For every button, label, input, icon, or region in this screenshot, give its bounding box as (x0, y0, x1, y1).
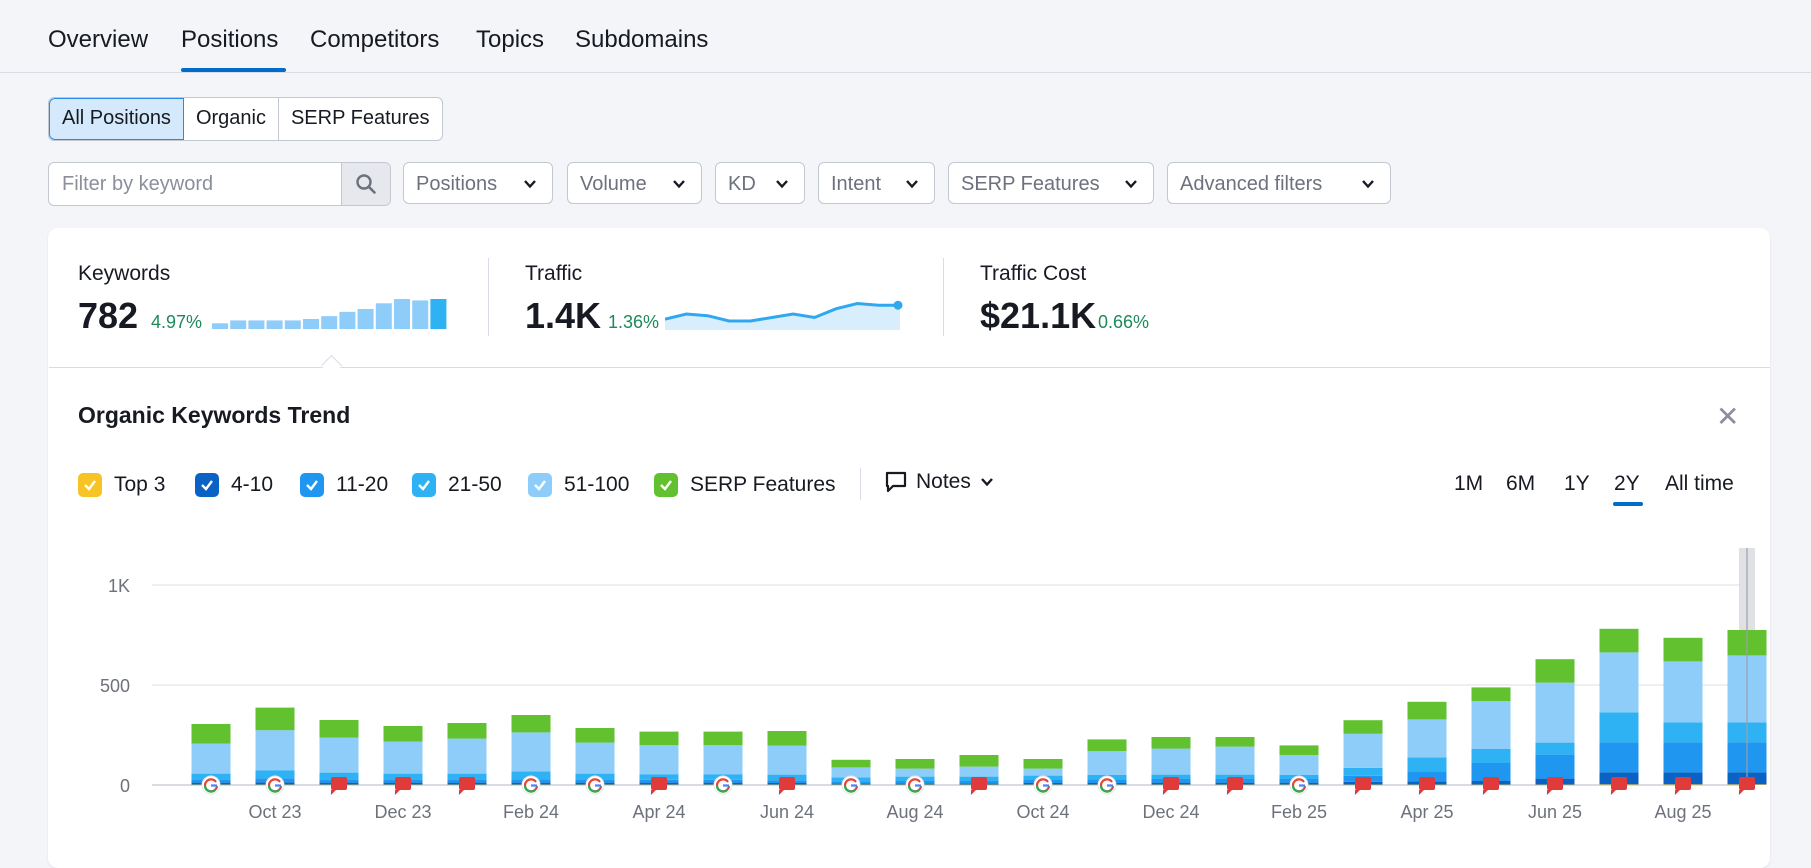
sparkline-bar (321, 316, 337, 329)
traffic-cost-metric-label: Traffic Cost (980, 262, 1086, 286)
sparkline-bar (430, 299, 446, 329)
sparkline-bar (267, 320, 283, 329)
traffic-metric-delta: 1.36% (608, 312, 659, 333)
keyword-filter-input[interactable] (49, 163, 334, 205)
chevron-down-icon (774, 176, 790, 192)
legend-serp-features[interactable]: SERP Features (654, 470, 836, 500)
kd-dropdown-label: KD (728, 173, 756, 195)
sparkline-endpoint (894, 301, 903, 310)
sparkline-bar (285, 320, 301, 329)
checkbox-checked-icon (195, 473, 219, 497)
keywords-metric-delta: 4.97% (151, 312, 202, 333)
card-divider (49, 367, 1770, 368)
search-button[interactable] (341, 163, 390, 205)
range-2y[interactable]: 2Y (1614, 472, 1640, 496)
checkbox-checked-icon (78, 473, 102, 497)
intent-dropdown-label: Intent (831, 173, 881, 195)
positions-dropdown-label: Positions (416, 173, 497, 195)
legend-label: Top 3 (114, 473, 165, 497)
keywords-metric-label: Keywords (78, 262, 170, 286)
legend-51-100[interactable]: 51-100 (528, 470, 629, 500)
keywords-sparkline (212, 296, 452, 330)
advanced-filters-dropdown[interactable]: Advanced filters (1167, 162, 1391, 204)
tab-competitors[interactable]: Competitors (310, 26, 439, 54)
segment-all-positions[interactable]: All Positions (49, 98, 184, 140)
legend-21-50[interactable]: 21-50 (412, 470, 502, 500)
legend-divider (860, 468, 861, 500)
volume-dropdown[interactable]: Volume (567, 162, 702, 204)
sparkline-bar (376, 303, 392, 329)
tab-bar: Overview Positions Competitors Topics Su… (0, 0, 1811, 73)
legend-label: 11-20 (336, 473, 388, 497)
traffic-metric-label: Traffic (525, 262, 582, 286)
segment-serp-features[interactable]: SERP Features (279, 98, 442, 140)
range-1m[interactable]: 1M (1454, 472, 1483, 496)
chevron-down-icon (1123, 176, 1139, 192)
tab-overview[interactable]: Overview (48, 26, 148, 54)
range-6m[interactable]: 6M (1506, 472, 1535, 496)
positions-dropdown[interactable]: Positions (403, 162, 553, 204)
position-type-switch: All Positions Organic SERP Features (48, 97, 443, 141)
trend-title: Organic Keywords Trend (78, 402, 350, 429)
metric-divider (943, 258, 944, 336)
sparkline-bar (358, 309, 374, 329)
legend-label: 4-10 (231, 473, 273, 497)
checkbox-checked-icon (412, 473, 436, 497)
checkbox-checked-icon (300, 473, 324, 497)
search-icon (355, 173, 377, 195)
active-range-indicator (1613, 502, 1643, 506)
serp-features-dropdown[interactable]: SERP Features (948, 162, 1154, 204)
keyword-filter (48, 162, 391, 206)
legend-top3[interactable]: Top 3 (78, 470, 165, 500)
chevron-down-icon (671, 176, 687, 192)
active-tab-indicator (181, 68, 286, 72)
sparkline-bar (303, 319, 319, 329)
volume-dropdown-label: Volume (580, 173, 647, 195)
chevron-down-icon (904, 176, 920, 192)
advanced-filters-dropdown-label: Advanced filters (1180, 173, 1322, 195)
comment-icon (884, 470, 908, 494)
notes-label: Notes (916, 470, 971, 494)
tab-subdomains[interactable]: Subdomains (575, 26, 708, 54)
traffic-metric-value[interactable]: 1.4K (525, 295, 601, 337)
sparkline-bar (412, 300, 428, 329)
traffic-sparkline (665, 296, 905, 330)
range-all-time[interactable]: All time (1665, 472, 1734, 496)
chevron-down-icon (1360, 176, 1376, 192)
tab-positions[interactable]: Positions (181, 26, 278, 54)
notes-button[interactable]: Notes (884, 470, 995, 494)
sparkline-bar (248, 320, 264, 329)
traffic-cost-metric-value[interactable]: $21.1K (980, 295, 1096, 337)
serp-features-dropdown-label: SERP Features (961, 173, 1100, 195)
chevron-down-icon (522, 176, 538, 192)
legend-label: SERP Features (690, 473, 836, 497)
legend-11-20[interactable]: 11-20 (300, 470, 388, 500)
segment-organic[interactable]: Organic (184, 98, 279, 140)
legend-4-10[interactable]: 4-10 (195, 470, 273, 500)
sparkline-bar (230, 320, 246, 329)
sparkline-bar (394, 299, 410, 329)
legend-label: 21-50 (448, 473, 502, 497)
checkbox-checked-icon (528, 473, 552, 497)
keywords-metric-value[interactable]: 782 (78, 295, 138, 337)
traffic-cost-metric-delta: 0.66% (1098, 312, 1149, 333)
checkbox-checked-icon (654, 473, 678, 497)
sparkline-bar (339, 312, 355, 329)
intent-dropdown[interactable]: Intent (818, 162, 935, 204)
chevron-down-icon (979, 474, 995, 490)
close-icon[interactable]: ✕ (1716, 400, 1739, 433)
tab-topics[interactable]: Topics (476, 26, 544, 54)
metric-divider (488, 258, 489, 336)
sparkline-bar (212, 323, 228, 329)
legend-label: 51-100 (564, 473, 629, 497)
range-1y[interactable]: 1Y (1564, 472, 1590, 496)
kd-dropdown[interactable]: KD (715, 162, 805, 204)
